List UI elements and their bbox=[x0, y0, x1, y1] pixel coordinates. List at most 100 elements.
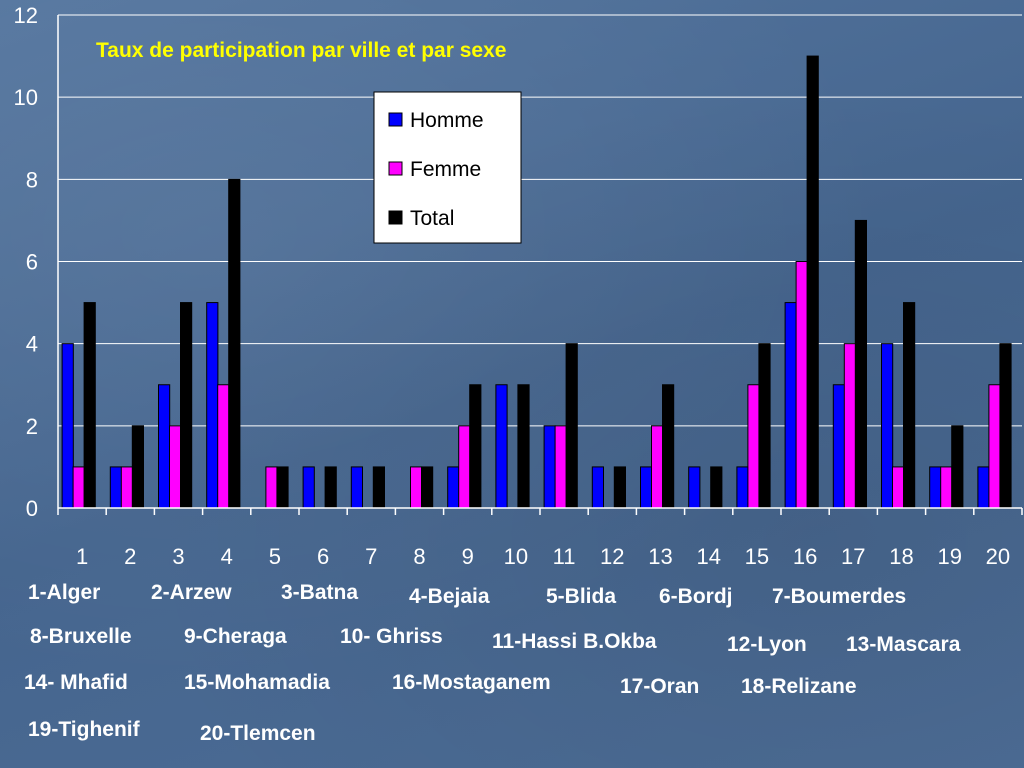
bar-total bbox=[131, 425, 145, 509]
legend: Homme Femme Total bbox=[373, 91, 522, 244]
y-tick-label: 12 bbox=[14, 3, 38, 28]
bar-homme bbox=[61, 343, 74, 509]
chart-title: Taux de participation par ville et par s… bbox=[96, 39, 506, 62]
city-label: 1-Alger bbox=[28, 581, 101, 604]
city-label: 20-Tlemcen bbox=[200, 722, 316, 745]
city-label: 7-Boumerdes bbox=[772, 585, 907, 608]
x-tick-label: 17 bbox=[841, 544, 865, 569]
bar-femme bbox=[843, 343, 856, 509]
bar-femme bbox=[169, 425, 182, 509]
bar-total bbox=[806, 55, 819, 509]
x-tick-label: 4 bbox=[221, 544, 233, 569]
bar-total bbox=[276, 466, 289, 509]
axes bbox=[57, 15, 1023, 515]
x-tick-label: 13 bbox=[648, 544, 672, 569]
legend-label: Femme bbox=[410, 158, 481, 181]
bar-total bbox=[662, 384, 675, 509]
bar-total bbox=[854, 219, 867, 509]
bar-homme bbox=[109, 466, 123, 509]
bar-total bbox=[999, 343, 1012, 509]
bar-homme bbox=[640, 466, 653, 509]
city-label: 5-Blida bbox=[546, 585, 617, 608]
bar-total bbox=[951, 425, 964, 509]
x-tick-label: 2 bbox=[124, 544, 136, 569]
bar-total bbox=[903, 302, 916, 509]
bar-total bbox=[228, 178, 241, 509]
y-tick-label: 4 bbox=[26, 332, 38, 357]
y-tick-label: 10 bbox=[14, 85, 38, 110]
city-label: 2-Arzew bbox=[151, 581, 232, 604]
x-tick-label: 16 bbox=[793, 544, 817, 569]
bar-total bbox=[324, 466, 337, 509]
bar-femme bbox=[410, 466, 423, 509]
bar-homme bbox=[495, 384, 508, 509]
bar-homme bbox=[350, 466, 363, 509]
bar-homme bbox=[832, 384, 845, 509]
y-tick-label: 6 bbox=[26, 250, 38, 275]
bar-femme bbox=[651, 425, 664, 509]
city-label: 18-Relizane bbox=[741, 675, 857, 698]
bar-homme bbox=[591, 466, 604, 509]
bar-femme bbox=[892, 466, 905, 509]
legend-swatch bbox=[388, 210, 403, 225]
city-label: 8-Bruxelle bbox=[30, 625, 132, 648]
city-label: 17-Oran bbox=[620, 675, 700, 698]
bar-femme bbox=[988, 384, 1001, 509]
city-label: 16-Mostaganem bbox=[392, 671, 551, 694]
x-tick-label: 8 bbox=[413, 544, 425, 569]
bar-femme bbox=[554, 425, 567, 509]
bar-total bbox=[517, 384, 530, 509]
bar-femme bbox=[458, 425, 471, 509]
city-label: 9-Cheraga bbox=[184, 625, 287, 648]
y-tick-label: 0 bbox=[26, 496, 38, 521]
city-label: 6-Bordj bbox=[659, 585, 733, 608]
x-tick-label: 9 bbox=[462, 544, 474, 569]
grid-lines bbox=[58, 14, 1022, 427]
y-tick-label: 8 bbox=[26, 167, 38, 192]
x-tick-label: 18 bbox=[889, 544, 913, 569]
x-tick-label: 5 bbox=[269, 544, 281, 569]
bar-femme bbox=[940, 466, 953, 509]
bar-total bbox=[613, 466, 626, 509]
x-tick-label: 12 bbox=[600, 544, 624, 569]
bar-femme bbox=[747, 384, 760, 509]
city-label: 14- Mhafid bbox=[24, 671, 128, 694]
legend-swatch bbox=[388, 161, 403, 176]
city-label: 19-Tighenif bbox=[28, 718, 140, 741]
city-label: 3-Batna bbox=[281, 581, 359, 604]
bar-homme bbox=[881, 343, 894, 509]
bar-homme bbox=[206, 302, 219, 509]
legend-label: Total bbox=[410, 207, 454, 230]
bar-femme bbox=[217, 384, 230, 509]
bars bbox=[61, 55, 1012, 509]
bar-total bbox=[372, 466, 385, 509]
legend-label: Homme bbox=[410, 109, 484, 132]
y-tick-labels: 0 2 4 6 8 10 12 bbox=[14, 3, 38, 521]
bar-homme bbox=[447, 466, 460, 509]
x-tick-label: 20 bbox=[986, 544, 1010, 569]
bar-femme bbox=[265, 466, 278, 509]
bar-total bbox=[565, 343, 578, 509]
x-tick-label: 11 bbox=[553, 544, 576, 569]
legend-swatch bbox=[388, 112, 403, 127]
x-tick-label: 15 bbox=[745, 544, 769, 569]
bar-homme bbox=[688, 466, 701, 509]
bar-homme bbox=[784, 302, 797, 509]
bar-femme bbox=[72, 466, 85, 509]
city-label: 13-Mascara bbox=[846, 633, 961, 656]
x-tick-label: 1 bbox=[76, 544, 88, 569]
bar-total bbox=[83, 302, 96, 509]
city-label: 11-Hassi B.Okba bbox=[492, 630, 657, 653]
x-tick-label: 3 bbox=[172, 544, 184, 569]
bar-total bbox=[421, 466, 434, 509]
bar-total bbox=[180, 302, 193, 509]
bar-homme bbox=[736, 466, 749, 509]
bar-femme bbox=[120, 466, 134, 509]
x-tick-label: 19 bbox=[937, 544, 961, 569]
bar-homme bbox=[302, 466, 315, 509]
y-tick-label: 2 bbox=[26, 414, 38, 439]
bar-total bbox=[710, 466, 723, 509]
x-tick-label: 7 bbox=[365, 544, 377, 569]
city-label: 10- Ghriss bbox=[340, 625, 443, 648]
